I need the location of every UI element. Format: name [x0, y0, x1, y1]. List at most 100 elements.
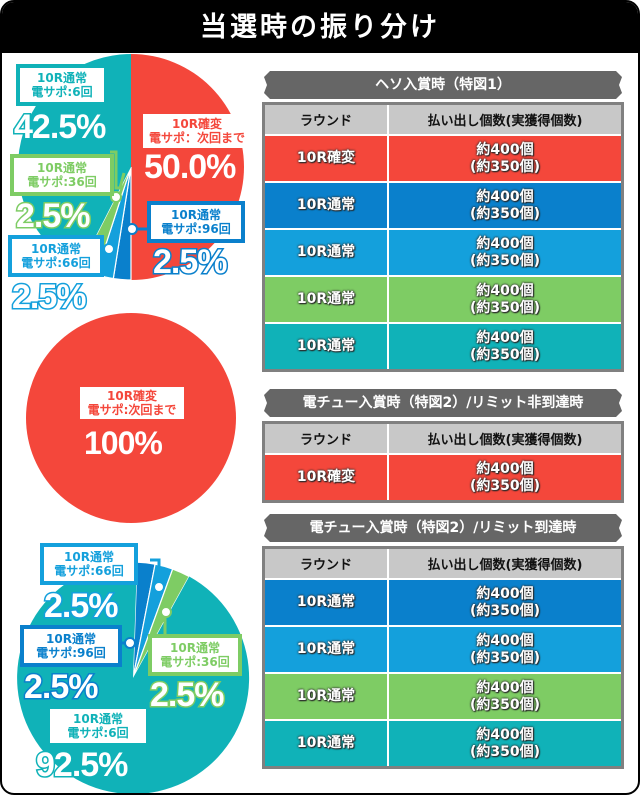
label-line2: 電サポ:96回 [36, 646, 106, 660]
slice-36 [132, 568, 191, 679]
payout-value: 約400個 [476, 632, 534, 649]
label-line2: 電サポ:36回 [160, 655, 230, 669]
actual-value: (約350個) [469, 743, 541, 760]
label-line1: 10R通常 [64, 550, 114, 564]
pie1-pct-6: 42.5% [12, 108, 107, 146]
payout-cell: 約400個 (約350個) [388, 275, 623, 323]
actual-value: (約350個) [469, 205, 541, 222]
table-row: 10R通常 約400個 (約350個) [263, 322, 623, 371]
payout-cell: 約400個 (約350個) [388, 453, 623, 502]
table-header-row: ラウンド 払い出し個数(実獲得個数) [263, 547, 623, 579]
label-line2: 電サポ:6回 [31, 85, 93, 99]
pie3-pct-96: 2.5% [23, 668, 100, 706]
payout-table-limit-not-reached: ラウンド 払い出し個数(実獲得個数) 10R確変 約400個 (約350個) [262, 421, 624, 503]
payout-value: 約400個 [476, 329, 534, 346]
section-heading-limit-reached: 電チュー入賞時（特図2）/リミット到達時 [264, 514, 622, 542]
table-row: 10R通常 約400個 (約350個) [263, 625, 623, 673]
actual-value: (約350個) [469, 477, 541, 494]
pie3-pct-6: 92.5% [34, 746, 129, 784]
table-row: 10R通常 約400個 (約350個) [263, 181, 623, 229]
label-line1: 10R通常 [171, 208, 221, 222]
payout-value: 約400個 [476, 235, 534, 252]
table-row: 10R通常 約400個 (約350個) [263, 672, 623, 720]
payout-value: 約400個 [476, 679, 534, 696]
label-line2: 電サポ:66回 [21, 256, 91, 270]
table-row: 10R通常 約400個 (約350個) [263, 578, 623, 626]
col-payout: 払い出し個数(実獲得個数) [388, 103, 623, 135]
label-line1: 10R確変 [107, 389, 157, 403]
actual-value: (約350個) [469, 299, 541, 316]
payout-value: 約400個 [476, 282, 534, 299]
label-line2: 電サポ:次回まで [87, 403, 177, 417]
actual-value: (約350個) [469, 252, 541, 269]
pie3-pct-36: 2.5% [149, 676, 226, 714]
section-heading-heso: ヘソ入賞時（特図1） [264, 71, 622, 99]
label-line1: 10R通常 [46, 632, 96, 646]
label-line1: 10R通常 [37, 71, 87, 85]
table-row: 10R確変 約400個 (約350個) [263, 453, 623, 502]
round-cell: 10R通常 [263, 719, 389, 768]
payout-cell: 約400個 (約350個) [388, 322, 623, 371]
payout-cell: 約400個 (約350個) [388, 134, 623, 182]
pie1-label-66: 10R通常 電サポ:66回 [8, 235, 104, 277]
actual-value: (約350個) [469, 696, 541, 713]
col-round: ラウンド [263, 422, 389, 454]
payout-value: 約400個 [476, 460, 534, 477]
table-row: 10R通常 約400個 (約350個) [263, 719, 623, 768]
round-cell: 10R通常 [263, 672, 389, 720]
round-cell: 10R通常 [263, 625, 389, 673]
section-heading-limit-not-reached: 電チュー入賞時（特図2）/リミット非到達時 [264, 389, 622, 417]
col-payout: 払い出し個数(実獲得個数) [388, 547, 623, 579]
page-title: 当選時の振り分け [2, 2, 638, 53]
pie1-pct-36: 2.5% [15, 197, 92, 235]
label-line2: 電サポ:66回 [54, 564, 124, 578]
label-line2: 電サポ:6回 [67, 726, 129, 740]
payout-cell: 約400個 (約350個) [388, 719, 623, 768]
round-cell: 10R通常 [263, 228, 389, 276]
round-cell: 10R通常 [263, 322, 389, 371]
pie3-pct-66: 2.5% [43, 587, 120, 625]
pie1-label-96: 10R通常 電サポ:96回 [147, 201, 245, 243]
table-row: 10R通常 約400個 (約350個) [263, 228, 623, 276]
label-line1: 10R通常 [37, 161, 87, 175]
table-header-row: ラウンド 払い出し個数(実獲得個数) [263, 103, 623, 135]
label-line1: 10R通常 [31, 242, 81, 256]
payout-value: 約400個 [476, 141, 534, 158]
round-cell: 10R通常 [263, 578, 389, 626]
pie1-label-36: 10R通常 電サポ:36回 [10, 154, 114, 196]
pie3-label-66: 10R通常 電サポ:66回 [40, 543, 138, 585]
label-line2: 電サポ：次回まで [148, 131, 245, 145]
round-cell: 10R通常 [263, 181, 389, 229]
label-line2: 電サポ:96回 [161, 222, 231, 236]
round-cell: 10R確変 [263, 453, 389, 502]
pie2-label-kakuhen: 10R確変 電サポ:次回まで [80, 387, 184, 419]
actual-value: (約350個) [469, 602, 541, 619]
label-line1: 10R通常 [170, 641, 220, 655]
payout-cell: 約400個 (約350個) [388, 228, 623, 276]
table-row: 10R確変 約400個 (約350個) [263, 134, 623, 182]
table-row: 10R通常 約400個 (約350個) [263, 275, 623, 323]
payout-value: 約400個 [476, 585, 534, 602]
pie3-label-96: 10R通常 電サポ:96回 [20, 625, 122, 667]
payout-cell: 約400個 (約350個) [388, 625, 623, 673]
label-line2: 電サポ:36回 [27, 175, 97, 189]
label-line1: 10R通常 [73, 712, 123, 726]
label-line1: 10R確変 [172, 117, 222, 131]
col-round: ラウンド [263, 547, 389, 579]
round-cell: 10R通常 [263, 275, 389, 323]
payout-cell: 約400個 (約350個) [388, 672, 623, 720]
payout-cell: 約400個 (約350個) [388, 181, 623, 229]
pie1-pct-66: 2.5% [11, 278, 88, 316]
actual-value: (約350個) [469, 346, 541, 363]
pie1-label-kakuhen: 10R確変 電サポ：次回まで [143, 114, 251, 148]
payout-table-heso: ラウンド 払い出し個数(実獲得個数) 10R確変 約400個 (約350個) 10… [262, 102, 624, 372]
pie1-pct-kakuhen: 50.0% [144, 148, 236, 186]
round-cell: 10R確変 [263, 134, 389, 182]
pie1-label-6: 10R通常 電サポ:6回 [16, 64, 108, 106]
col-round: ラウンド [263, 103, 389, 135]
actual-value: (約350個) [469, 649, 541, 666]
pie3-label-36: 10R通常 電サポ:36回 [148, 634, 242, 676]
pie1-pct-96: 2.5% [152, 243, 229, 281]
payout-table-limit-reached: ラウンド 払い出し個数(実獲得個数) 10R通常 約400個 (約350個) 10… [262, 546, 624, 769]
